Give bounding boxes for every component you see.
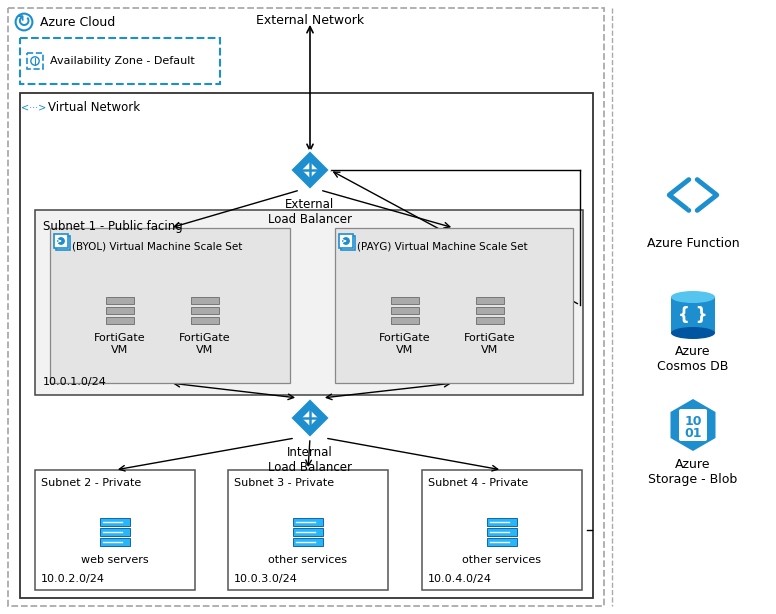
FancyBboxPatch shape (106, 316, 134, 324)
Text: web servers: web servers (81, 555, 149, 565)
Circle shape (57, 237, 65, 245)
FancyBboxPatch shape (8, 8, 604, 606)
Text: Subnet 4 - Private: Subnet 4 - Private (428, 478, 528, 488)
Circle shape (16, 14, 33, 31)
Text: <···>: <···> (22, 102, 47, 112)
FancyBboxPatch shape (391, 306, 419, 314)
FancyBboxPatch shape (54, 234, 68, 248)
Text: 10.0.4.0/24: 10.0.4.0/24 (428, 574, 492, 584)
FancyBboxPatch shape (35, 210, 583, 395)
Polygon shape (290, 398, 330, 438)
FancyBboxPatch shape (27, 53, 43, 69)
FancyBboxPatch shape (100, 518, 130, 526)
FancyBboxPatch shape (293, 528, 323, 536)
FancyBboxPatch shape (228, 470, 388, 590)
Text: ↻: ↻ (17, 13, 31, 31)
Text: Availability Zone - Default: Availability Zone - Default (50, 56, 195, 66)
FancyBboxPatch shape (100, 538, 130, 546)
Text: (BYOL) Virtual Machine Scale Set: (BYOL) Virtual Machine Scale Set (72, 241, 242, 251)
Text: FortiGate
VM: FortiGate VM (94, 333, 146, 355)
FancyBboxPatch shape (422, 470, 582, 590)
FancyBboxPatch shape (191, 297, 219, 303)
FancyBboxPatch shape (106, 306, 134, 314)
Text: (PAYG) Virtual Machine Scale Set: (PAYG) Virtual Machine Scale Set (357, 241, 528, 251)
FancyBboxPatch shape (50, 228, 290, 383)
FancyBboxPatch shape (391, 316, 419, 324)
FancyBboxPatch shape (487, 538, 517, 546)
Text: FortiGate
VM: FortiGate VM (179, 333, 230, 355)
Text: { }: { } (678, 306, 708, 324)
Text: Virtual Network: Virtual Network (48, 101, 140, 114)
FancyBboxPatch shape (293, 518, 323, 526)
Text: 01: 01 (684, 427, 702, 440)
FancyBboxPatch shape (56, 236, 70, 250)
FancyBboxPatch shape (35, 470, 195, 590)
FancyBboxPatch shape (191, 316, 219, 324)
Polygon shape (301, 409, 319, 427)
FancyBboxPatch shape (341, 236, 355, 250)
Circle shape (342, 237, 350, 245)
Text: Azure
Storage - Blob: Azure Storage - Blob (649, 458, 738, 486)
FancyBboxPatch shape (339, 234, 353, 248)
Text: 10.0.1.0/24: 10.0.1.0/24 (43, 377, 107, 387)
Text: Azure Function: Azure Function (646, 237, 740, 250)
Text: Subnet 3 - Private: Subnet 3 - Private (234, 478, 334, 488)
Text: other services: other services (462, 555, 542, 565)
FancyBboxPatch shape (679, 409, 707, 441)
Circle shape (31, 57, 40, 65)
FancyBboxPatch shape (106, 297, 134, 303)
Text: Internal
Load Balancer: Internal Load Balancer (268, 446, 352, 474)
Text: Azure Cloud: Azure Cloud (40, 15, 116, 28)
Text: Subnet 1 - Public facing: Subnet 1 - Public facing (43, 220, 183, 233)
FancyBboxPatch shape (487, 518, 517, 526)
Polygon shape (670, 399, 715, 451)
FancyBboxPatch shape (476, 297, 504, 303)
FancyBboxPatch shape (191, 306, 219, 314)
Polygon shape (688, 181, 697, 209)
FancyBboxPatch shape (391, 297, 419, 303)
Text: Azure
Cosmos DB: Azure Cosmos DB (657, 345, 729, 373)
FancyBboxPatch shape (476, 306, 504, 314)
FancyBboxPatch shape (487, 528, 517, 536)
FancyBboxPatch shape (293, 538, 323, 546)
Polygon shape (301, 161, 319, 179)
Text: 10.0.2.0/24: 10.0.2.0/24 (41, 574, 105, 584)
FancyBboxPatch shape (100, 528, 130, 536)
Text: 10: 10 (684, 414, 702, 427)
Text: FortiGate
VM: FortiGate VM (379, 333, 431, 355)
Text: FortiGate
VM: FortiGate VM (464, 333, 516, 355)
Text: other services: other services (268, 555, 348, 565)
FancyBboxPatch shape (476, 316, 504, 324)
FancyBboxPatch shape (671, 297, 715, 333)
Text: 10.0.3.0/24: 10.0.3.0/24 (234, 574, 298, 584)
FancyBboxPatch shape (20, 93, 593, 598)
Text: External Network: External Network (256, 14, 364, 27)
FancyBboxPatch shape (20, 38, 220, 84)
Text: External
Load Balancer: External Load Balancer (268, 198, 352, 226)
Ellipse shape (671, 291, 715, 303)
Text: Subnet 2 - Private: Subnet 2 - Private (41, 478, 141, 488)
FancyBboxPatch shape (335, 228, 573, 383)
Ellipse shape (671, 327, 715, 339)
Polygon shape (290, 150, 330, 190)
